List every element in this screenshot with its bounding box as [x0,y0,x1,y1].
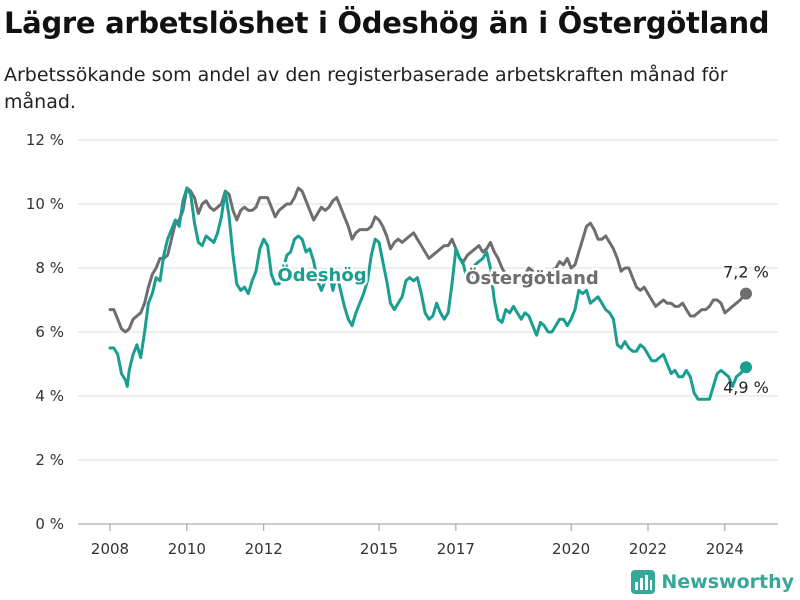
brand-name: Newsworthy [661,571,794,593]
series-end-label-0: 7,2 % [723,263,769,282]
y-tick-label: 0 % [35,515,64,533]
series-line-1 [108,186,748,401]
chart-title: Lägre arbetslöshet i Ödeshög än i Österg… [4,6,770,40]
series-lines [108,186,752,401]
series-end-point-0 [740,287,752,300]
series-name-label-0: Östergötland [465,267,599,289]
x-tick-label: 2017 [437,540,475,558]
y-tick-label: 4 % [35,387,64,405]
series-labels: 7,2 % 4,9 % Östergötland Ödeshög [275,262,769,398]
x-axis: 2008 2010 2012 2015 2017 2020 2022 2024 [91,524,744,558]
x-tick-label: 2024 [706,540,744,558]
series-end-label-1: 4,9 % [723,378,769,397]
x-tick-label: 2008 [91,540,129,558]
grid-lines [78,139,778,525]
y-tick-label: 2 % [35,451,64,469]
bar-chart-icon [631,570,656,594]
series-line-0 [108,186,748,334]
series-name-label-1: Ödeshög [277,264,366,286]
y-tick-label: 8 % [35,259,64,277]
x-tick-label: 2015 [360,540,398,558]
newsworthy-logo: Newsworthy [631,570,794,594]
y-tick-label: 6 % [35,323,64,341]
x-tick-label: 2020 [552,540,590,558]
x-tick-label: 2012 [245,540,283,558]
series-end-point-1 [740,361,752,374]
chart-subtitle: Arbetssökande som andel av den registerb… [4,64,728,113]
y-axis-tick-labels: 0 % 2 % 4 % 6 % 8 % 10 % 12 % [26,131,64,533]
x-tick-label: 2010 [168,540,206,558]
x-tick-label: 2022 [629,540,667,558]
y-tick-label: 12 % [26,131,64,149]
y-tick-label: 10 % [26,195,64,213]
